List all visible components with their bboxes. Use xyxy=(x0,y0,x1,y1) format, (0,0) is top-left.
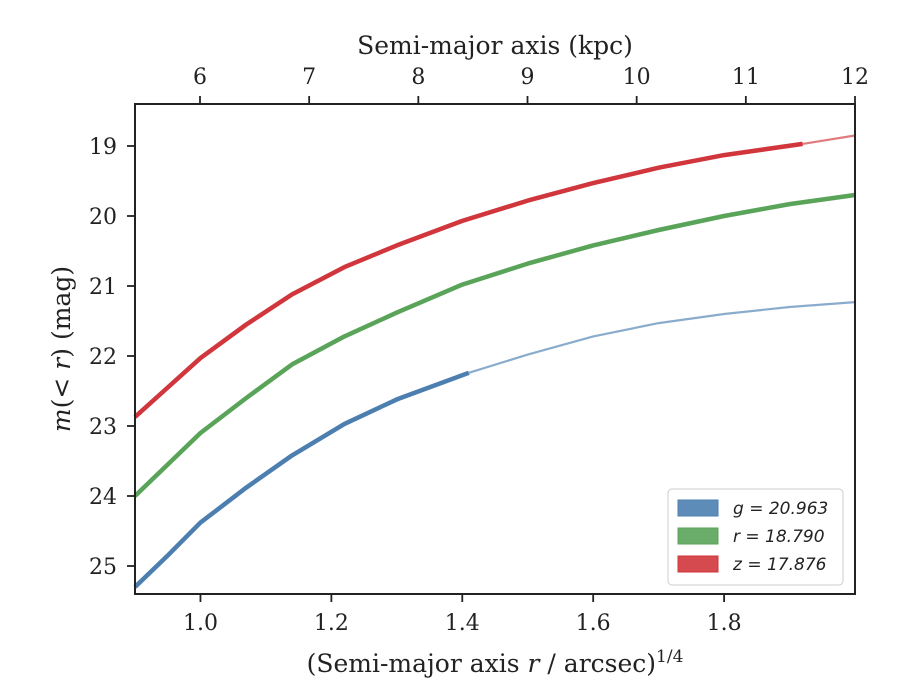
legend-swatch xyxy=(677,499,719,517)
top-tick-label: 10 xyxy=(623,65,651,90)
x-tick-label: 1.8 xyxy=(707,611,742,636)
y-axis-title: m(< r) (mag) xyxy=(47,266,76,432)
series-g-extrapolated-line xyxy=(468,301,856,374)
y-tick-label: 20 xyxy=(89,205,117,230)
legend-swatch xyxy=(677,555,719,573)
x-axis-top: 6 7 8 9 10 11 12 xyxy=(193,65,869,104)
x-axis-bottom: 1.0 1.2 1.4 1.6 1.8 xyxy=(183,594,742,636)
legend-items: g = 20.963 r = 18.790 z = 17.876 xyxy=(677,499,828,575)
series-g-line xyxy=(133,370,470,589)
x-tick-label: 1.6 xyxy=(576,611,611,636)
plot-frame xyxy=(134,103,856,595)
series-layer xyxy=(133,134,856,589)
y-tick-label: 23 xyxy=(89,415,117,440)
y-tick-label: 24 xyxy=(89,485,117,510)
legend-swatch xyxy=(677,527,719,545)
top-tick-label: 9 xyxy=(521,65,535,90)
top-tick-label: 11 xyxy=(732,65,760,90)
series-r-line xyxy=(133,192,856,498)
x-tick-label: 1.2 xyxy=(314,611,349,636)
x-tick-label: 1.0 xyxy=(183,611,218,636)
y-tick-label: 19 xyxy=(89,135,117,160)
y-tick-label: 21 xyxy=(89,275,117,300)
top-tick-label: 8 xyxy=(411,65,425,90)
y-tick-label: 25 xyxy=(89,555,117,580)
legend-label: g = 20.963 xyxy=(733,499,828,519)
legend: g = 20.963 r = 18.790 z = 17.876 xyxy=(667,488,844,586)
x-axis-bottom-title: (Semi-major axis r / arcsec)1/4 xyxy=(307,647,684,678)
top-tick-label: 6 xyxy=(193,65,207,90)
x-axis-top-title: Semi-major axis (kpc) xyxy=(357,31,633,60)
legend-label: z = 17.876 xyxy=(732,555,827,575)
series-z-line xyxy=(133,141,803,419)
y-axis: 19 20 21 22 23 24 25 xyxy=(89,135,135,580)
top-tick-label: 7 xyxy=(302,65,316,90)
top-tick-label: 12 xyxy=(841,65,869,90)
y-tick-label: 22 xyxy=(89,345,117,370)
legend-label: r = 18.790 xyxy=(733,527,825,547)
x-tick-label: 1.4 xyxy=(445,611,480,636)
series-z-extrapolated-line xyxy=(802,134,856,145)
